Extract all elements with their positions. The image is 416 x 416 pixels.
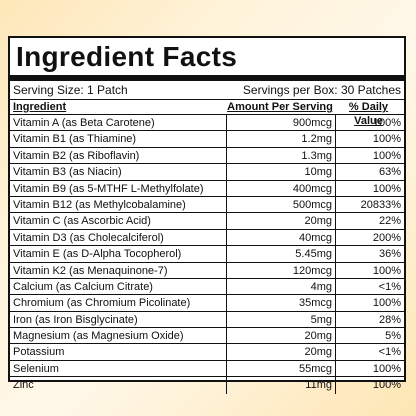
table-row: Iron (as Iron Bisglycinate) 5mg 28% [10,311,404,329]
table-row: Vitamin B9 (as 5-MTHF L-Methylfolate) 400… [10,180,404,197]
ingredient-name: Vitamin D3 (as Cholecalciferol) [10,229,227,246]
ingredient-amount: 11mg [227,377,336,394]
ingredient-daily-value: 28% [378,313,401,326]
ingredient-amount: 20mg [227,213,336,229]
ingredient-daily-value: 63% [378,166,401,179]
ingredient-daily-value: 20833% [360,198,401,211]
ingredient-amount: 900mcg [227,115,336,131]
ingredient-name: Iron (as Iron Bisglycinate) [10,311,227,328]
panel-title: Ingredient Facts [10,38,404,81]
ingredient-amount: 5mg [227,311,336,328]
table-row: Vitamin B2 (as Riboflavin) 1.3mg 100% [10,147,404,165]
ingredient-name: Vitamin B12 (as Methylcobalamine) [10,196,227,213]
ingredient-amount: 20mg [227,328,336,344]
ingredient-name: Calcium (as Calcium Citrate) [10,278,227,295]
ingredient-amount: 35mcg [227,295,336,311]
ingredient-daily-value: 100% [372,117,401,129]
ingredient-amount: 20mg [227,344,336,360]
ingredient-daily-value: 100% [372,182,401,195]
ingredient-amount: 10mg [227,164,336,180]
ingredient-daily-value: 100% [372,297,401,310]
ingredient-facts-panel: Ingredient Facts Serving Size: 1 Patch S… [8,36,406,394]
ingredient-amount: 400mcg [227,180,336,196]
table-row: Vitamin B12 (as Methylcobalamine) 500mcg 2… [10,196,404,214]
ingredient-daily-value: 100% [372,379,401,392]
table-row: Vitamin D3 (as Cholecalciferol) 40mcg 200% [10,229,404,247]
ingredient-daily-value: 200% [372,231,401,244]
ingredient-name: Vitamin B2 (as Riboflavin) [10,147,227,164]
table-row: Magnesium (as Magnesium Oxide) 20mg 5% [10,328,404,345]
ingredient-rows: Vitamin A (as Beta Carotene) 900mcg 100% Vi… [10,115,404,394]
ingredient-daily-value: 100% [372,149,401,162]
ingredient-name: Magnesium (as Magnesium Oxide) [10,328,227,344]
table-row: Calcium (as Calcium Citrate) 4mg <1% [10,278,404,296]
column-header-ingredient: Ingredient [13,101,67,113]
ingredient-name: Vitamin E (as D-Alpha Tocopherol) [10,246,227,262]
ingredient-name: Potassium [10,344,227,360]
ingredient-amount: 4mg [227,278,336,295]
ingredient-amount: 55mcg [227,360,336,377]
ingredient-amount: 40mcg [227,229,336,246]
ingredient-daily-value: 5% [385,330,401,343]
ingredient-daily-value: 22% [378,215,401,228]
ingredient-name: Selenium [10,360,227,377]
serving-info: Serving Size: 1 Patch Servings per Box: … [10,81,404,100]
ingredient-name: Chromium (as Chromium Picolinate) [10,295,227,311]
ingredient-name: Vitamin B9 (as 5-MTHF L-Methylfolate) [10,180,227,196]
table-row: Vitamin B3 (as Niacin) 10mg 63% [10,164,404,181]
ingredient-name: Vitamin C (as Ascorbic Acid) [10,213,227,229]
ingredient-daily-value: 100% [372,264,401,277]
ingredient-daily-value: 100% [372,362,401,375]
ingredient-name: Vitamin B1 (as Thiamine) [10,131,227,147]
ingredient-name: Zinc [10,377,227,394]
serving-size: Serving Size: 1 Patch [13,83,128,97]
table-row: Vitamin C (as Ascorbic Acid) 20mg 22% [10,213,404,230]
ingredient-amount: 1.3mg [227,147,336,164]
table-row: Selenium 55mcg 100% [10,360,404,378]
table-row: Vitamin A (as Beta Carotene) 900mcg 100% [10,115,404,132]
ingredient-daily-value: 100% [372,133,401,146]
ingredient-name: Vitamin K2 (as Menaquinone-7) [10,262,227,278]
ingredient-name: Vitamin B3 (as Niacin) [10,164,227,180]
column-header-amount: Amount Per Serving [227,101,333,113]
ingredient-daily-value: 36% [378,248,401,261]
table-row: Chromium (as Chromium Picolinate) 35mcg 10… [10,295,404,312]
table-row: Zinc 11mg 100% [10,377,404,394]
ingredient-daily-value: <1% [378,346,401,359]
table-row: Potassium 20mg <1% [10,344,404,361]
servings-per-box: Servings per Box: 30 Patches [242,83,401,97]
ingredient-amount: 1.2mg [227,131,336,147]
column-header-row: Ingredient Amount Per Serving % Daily Va… [10,100,404,127]
ingredient-name: Vitamin A (as Beta Carotene) [10,115,227,131]
table-row: Vitamin K2 (as Menaquinone-7) 120mcg 100% [10,262,404,279]
table-row: Vitamin B1 (as Thiamine) 1.2mg 100% [10,131,404,148]
ingredient-amount: 120mcg [227,262,336,278]
ingredient-amount: 500mcg [227,196,336,213]
ingredient-daily-value: <1% [378,280,401,293]
ingredient-amount: 5.45mg [227,246,336,262]
table-row: Vitamin E (as D-Alpha Tocopherol) 5.45mg 3… [10,246,404,263]
column-header-daily-value: % Daily Value [348,101,389,127]
